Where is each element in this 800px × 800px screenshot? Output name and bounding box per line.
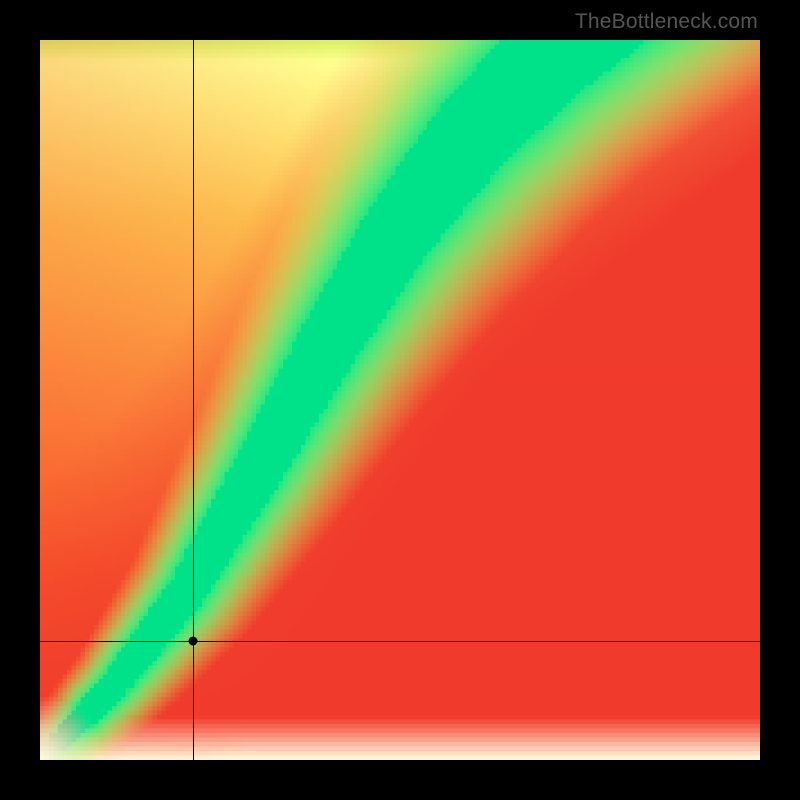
chart-frame: TheBottleneck.com bbox=[0, 0, 800, 800]
heatmap-canvas bbox=[40, 40, 760, 760]
heatmap-plot bbox=[40, 40, 760, 760]
crosshair-vertical bbox=[193, 40, 194, 760]
attribution-text: TheBottleneck.com bbox=[575, 10, 758, 34]
crosshair-horizontal bbox=[40, 641, 760, 642]
crosshair-marker bbox=[188, 637, 197, 646]
